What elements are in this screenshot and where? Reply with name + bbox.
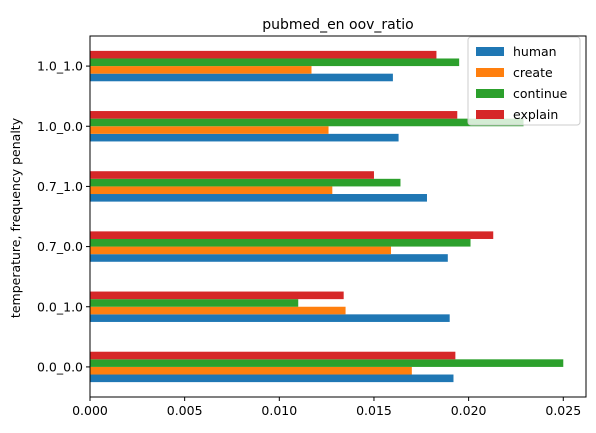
bar-create-0.7_1.0 <box>90 186 333 195</box>
bar-explain-0.7_0.0 <box>90 231 494 239</box>
bar-human-0.7_0.0 <box>90 254 448 262</box>
bar-create-0.7_0.0 <box>90 246 392 255</box>
y-tick-label: 1.0_0.0 <box>37 119 83 134</box>
legend-label-continue: continue <box>513 86 568 101</box>
bar-human-0.0_0.0 <box>90 374 454 383</box>
bar-continue-0.0_0.0 <box>90 359 564 367</box>
y-tick-label: 0.0_1.0 <box>37 299 83 314</box>
bar-create-1.0_1.0 <box>90 66 312 74</box>
bar-continue-0.0_1.0 <box>90 299 299 307</box>
bar-human-0.7_1.0 <box>90 194 427 202</box>
bars-group <box>90 50 564 383</box>
x-tick-label: 0.005 <box>167 403 203 418</box>
bar-explain-0.7_1.0 <box>90 171 374 179</box>
legend: human create continue explain <box>467 36 581 126</box>
bar-explain-1.0_0.0 <box>90 111 458 119</box>
y-axis-label: temperature, frequency penalty <box>8 117 23 318</box>
bar-explain-0.0_0.0 <box>90 351 456 360</box>
x-tick-label: 0.025 <box>545 403 581 418</box>
bar-continue-1.0_1.0 <box>90 58 460 67</box>
legend-label-explain: explain <box>513 107 558 122</box>
x-tick-label: 0.000 <box>72 403 108 418</box>
legend-box <box>467 36 581 126</box>
y-tick-label: 0.7_1.0 <box>37 179 83 194</box>
y-ticks-group: 0.0_0.0 0.0_1.0 0.7_0.0 0.7_1.0 1.0_0.0 1.0_1… <box>37 59 90 374</box>
bar-continue-1.0_0.0 <box>90 118 524 127</box>
legend-swatch-continue <box>476 89 504 98</box>
x-ticks-group: 0.000 0.005 0.010 0.015 0.020 0.025 <box>72 397 581 418</box>
bar-create-0.0_1.0 <box>90 306 346 315</box>
bar-human-0.0_1.0 <box>90 314 450 322</box>
legend-swatch-explain <box>476 110 504 119</box>
bar-continue-0.7_0.0 <box>90 238 471 247</box>
bar-human-1.0_1.0 <box>90 73 393 82</box>
x-tick-label: 0.010 <box>261 403 297 418</box>
bar-human-1.0_0.0 <box>90 133 399 142</box>
x-tick-label: 0.015 <box>356 403 392 418</box>
chart-title: pubmed_en oov_ratio <box>262 17 413 33</box>
y-tick-label: 1.0_1.0 <box>37 59 83 74</box>
legend-label-create: create <box>513 65 553 80</box>
bar-continue-0.7_1.0 <box>90 178 401 187</box>
bar-explain-0.0_1.0 <box>90 291 344 300</box>
bar-create-1.0_0.0 <box>90 126 329 134</box>
legend-swatch-human <box>476 47 504 56</box>
bar-explain-1.0_1.0 <box>90 50 437 59</box>
y-tick-label: 0.0_0.0 <box>37 359 83 374</box>
legend-label-human: human <box>513 44 557 59</box>
bar-create-0.0_0.0 <box>90 366 412 375</box>
x-tick-label: 0.020 <box>451 403 487 418</box>
legend-swatch-create <box>476 68 504 77</box>
plot-frame <box>89 35 587 398</box>
y-tick-label: 0.7_0.0 <box>37 239 83 254</box>
